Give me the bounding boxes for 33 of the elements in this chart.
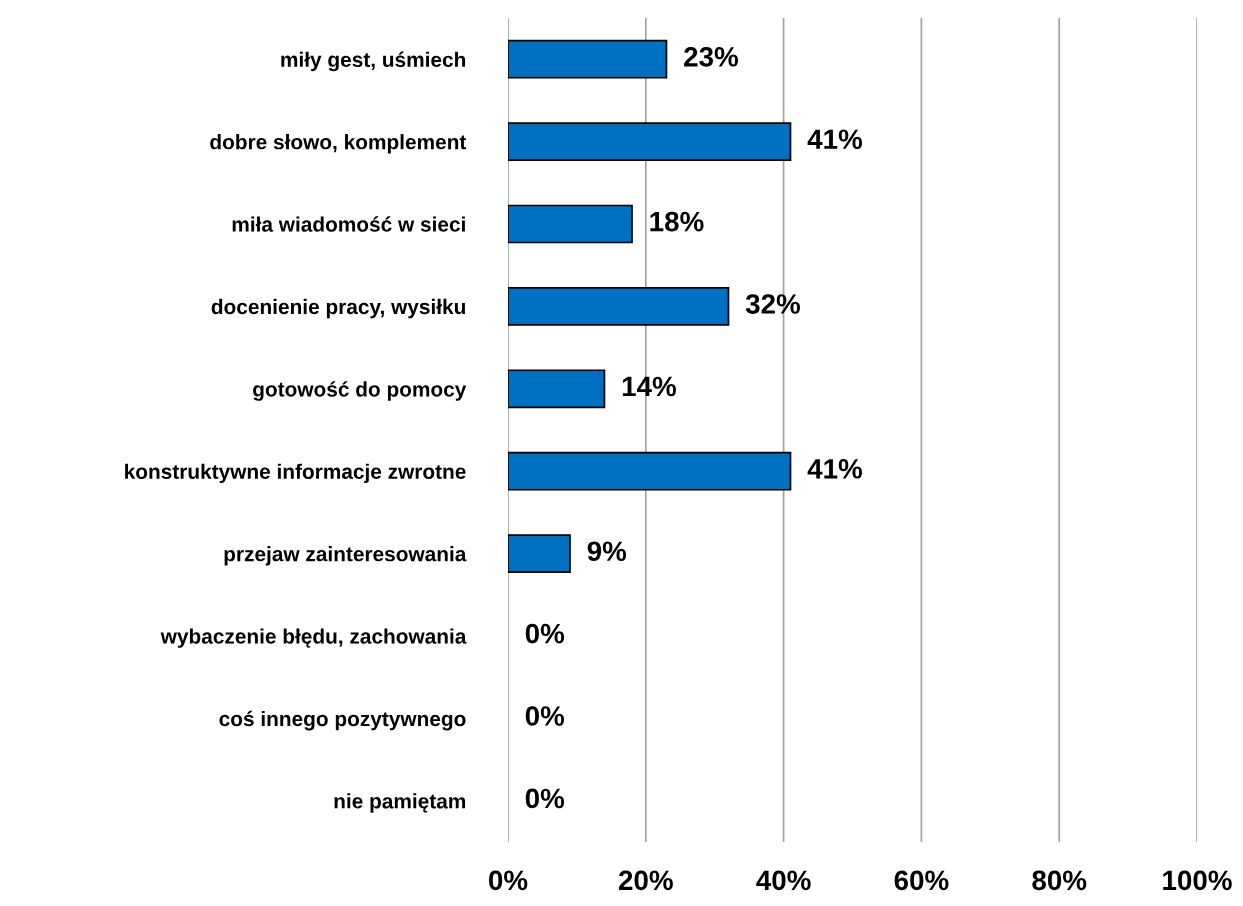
y-tick-label: gotowość do pomocy [253,381,467,401]
x-tick-label: 60% [894,870,949,891]
y-tick-label: przejaw zainteresowania [224,546,467,566]
data-label: 14% [622,376,676,397]
data-label: 41% [807,129,863,149]
bar [508,287,730,326]
data-label: 18% [650,211,704,232]
x-tick-label: 20% [618,870,673,891]
bar [508,451,792,491]
x-tick-label: 40% [756,870,811,891]
data-label: 0% [525,706,565,726]
x-tick-label: 80% [1032,870,1087,891]
x-tick-label: 0% [489,870,528,891]
bar [508,534,571,573]
y-tick-label: miły gest, uśmiech [281,51,466,72]
y-tick-label: miła wiadomość w sieci [232,216,465,232]
bar [508,369,606,409]
x-tick-label: 100% [1163,870,1232,891]
y-tick-label: nie pamiętam [334,793,466,813]
y-tick-label: wybaczenie błędu, zachowania [160,628,467,648]
bar [508,39,668,79]
bar [508,122,792,161]
y-tick-label: dobre słowo, komplement [210,134,467,154]
bar [508,204,633,244]
data-label: 41% [807,459,863,479]
data-label: 0% [525,623,565,644]
y-tick-label: coś innego pozytywnego [219,710,466,731]
y-tick-label: konstruktywne informacje zwrotne [125,463,466,484]
data-label: 32% [745,294,801,314]
data-label: 0% [525,788,565,809]
y-tick-label: docenienie pracy, wysiłku [211,298,465,319]
data-label: 9% [587,541,627,562]
data-label: 23% [684,46,738,67]
